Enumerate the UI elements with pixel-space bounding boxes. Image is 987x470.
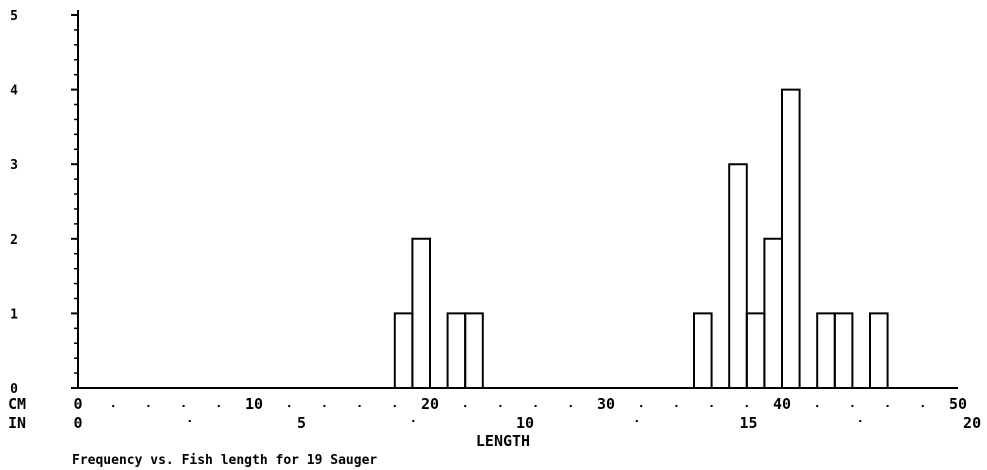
x-tick-label-cm: 50 xyxy=(949,395,967,413)
histogram-bar xyxy=(745,312,766,388)
axis-dot xyxy=(886,405,889,407)
axis-dot xyxy=(675,405,678,407)
histogram-bar xyxy=(728,163,748,388)
cm-unit-label: CM xyxy=(8,395,26,413)
axis-dot xyxy=(851,405,854,407)
axis-dot xyxy=(188,420,191,422)
y-tick-label: 5 xyxy=(10,9,18,24)
axis-dot xyxy=(112,405,115,407)
histogram-bar xyxy=(411,237,431,388)
histogram-bars xyxy=(393,88,889,388)
x-tick-label-cm: 30 xyxy=(597,395,615,413)
axis-dot xyxy=(358,405,361,407)
axis-dot xyxy=(640,405,643,407)
y-tick-labels: 0 1 2 3 4 5 xyxy=(10,9,18,397)
axis-dot xyxy=(412,420,415,422)
axis-dot xyxy=(217,405,220,407)
axis-dots xyxy=(112,405,924,422)
y-tick-label: 1 xyxy=(10,307,18,322)
axis-dot xyxy=(534,405,537,407)
minor-ticks xyxy=(71,14,78,389)
axis-dot xyxy=(921,405,924,407)
y-tick-label: 3 xyxy=(10,158,18,173)
x-tick-label-in: 20 xyxy=(963,414,981,432)
x-tick-label-cm: 0 xyxy=(73,395,82,413)
axis-dot xyxy=(393,405,396,407)
axis-dot xyxy=(182,405,185,407)
x-tick-label-in: 10 xyxy=(516,414,534,432)
chart-caption: Frequency vs. Fish length for 19 Sauger xyxy=(72,453,377,468)
axis-dot xyxy=(499,405,502,407)
axis-dot xyxy=(569,405,572,407)
axis-dot xyxy=(464,405,467,407)
x-tick-label-cm: 20 xyxy=(421,395,439,413)
axis-dot xyxy=(745,405,748,407)
axis-dot xyxy=(859,420,862,422)
x-tick-label-in: 0 xyxy=(73,414,82,432)
histogram-bar xyxy=(393,312,414,388)
axis-dot xyxy=(710,405,713,407)
histogram-bar xyxy=(781,88,801,388)
y-tick-label: 2 xyxy=(10,233,18,248)
x-axis-label: LENGTH xyxy=(476,432,530,450)
histogram-bar xyxy=(446,312,467,388)
axis-dot xyxy=(323,405,326,407)
axis-dot xyxy=(816,405,819,407)
histogram-bar xyxy=(693,312,713,388)
y-tick-label: 4 xyxy=(10,84,18,99)
y-tick-label: 0 xyxy=(10,382,18,397)
histogram-bar xyxy=(816,312,836,388)
x-tick-label-in: 15 xyxy=(740,414,758,432)
x-tick-label-cm: 10 xyxy=(245,395,263,413)
x-tick-label-in: 5 xyxy=(297,414,306,432)
in-unit-label: IN xyxy=(8,414,26,432)
histogram-bar xyxy=(464,312,484,388)
histogram-bar xyxy=(869,312,889,388)
x-tick-labels-in: 0 5 10 15 20 xyxy=(73,414,981,432)
histogram-bar xyxy=(833,312,854,388)
axis-dot xyxy=(147,405,150,407)
axis-dot xyxy=(635,420,638,422)
x-tick-labels-cm: 0 10 20 30 40 50 xyxy=(73,395,967,413)
axis-dot xyxy=(288,405,291,407)
x-tick-label-cm: 40 xyxy=(773,395,791,413)
histogram-bar xyxy=(763,237,783,388)
